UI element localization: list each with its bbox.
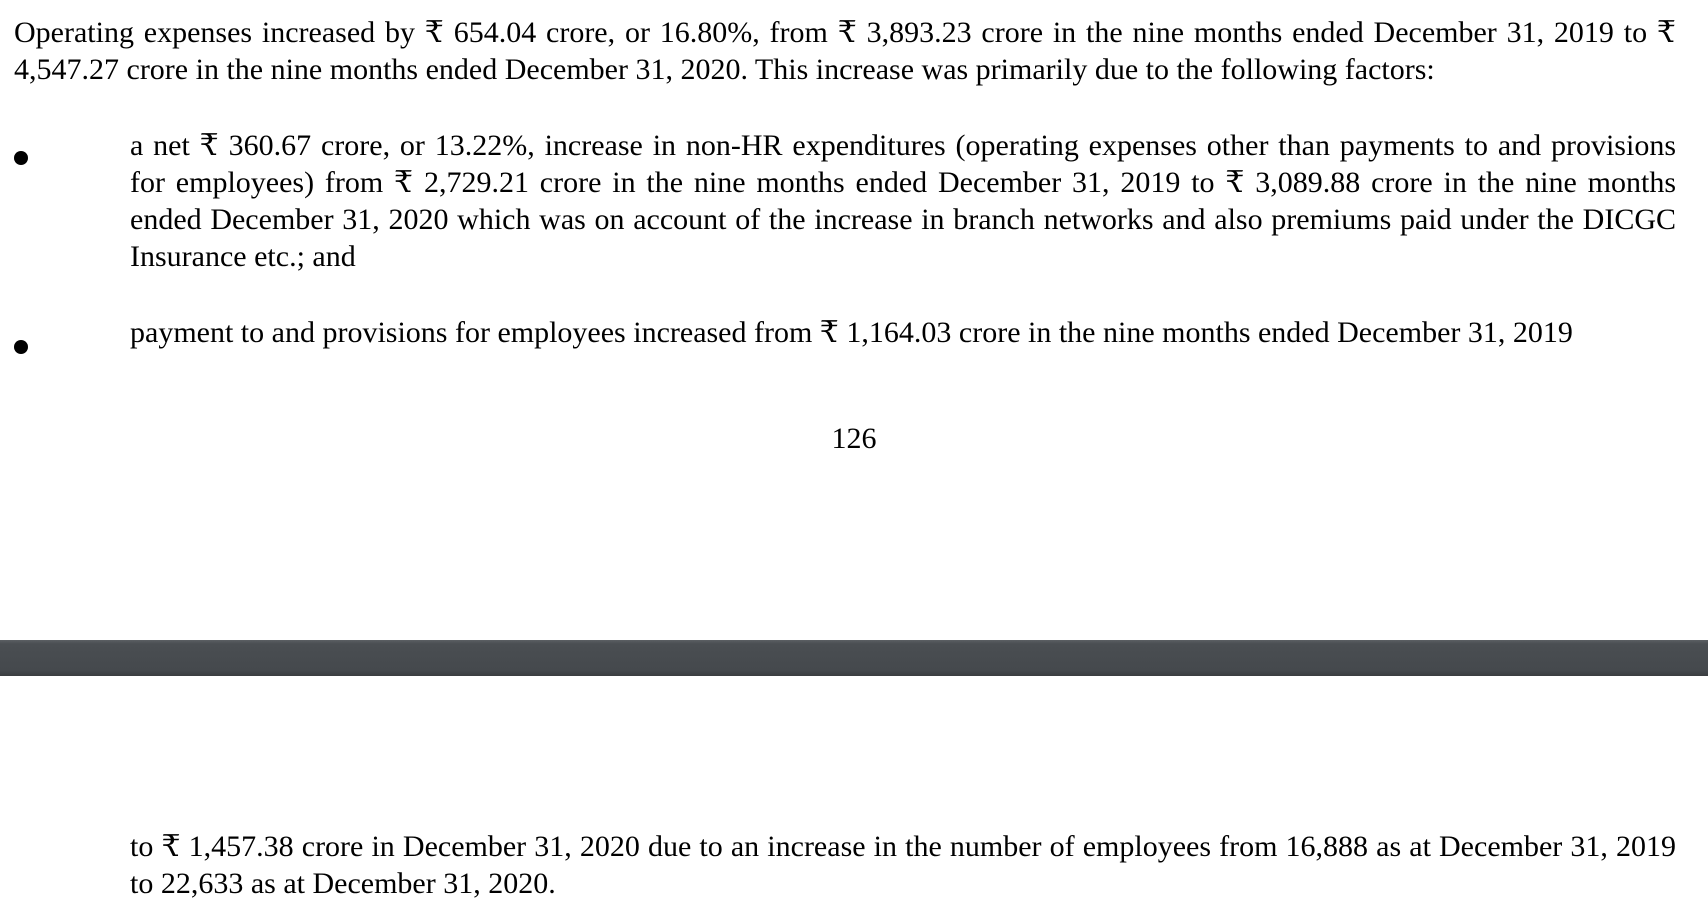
document-page-126: Operating expenses increased by ₹ 654.04… xyxy=(14,16,1676,455)
bullet-text: a net ₹ 360.67 crore, or 13.22%, increas… xyxy=(130,129,1676,273)
bullet-icon xyxy=(14,151,28,165)
intro-paragraph: Operating expenses increased by ₹ 654.04… xyxy=(14,16,1676,86)
bullet-continuation-text: to ₹ 1,457.38 crore in December 31, 2020… xyxy=(130,830,1676,900)
page-divider xyxy=(0,640,1708,676)
document-page-next: to ₹ 1,457.38 crore in December 31, 2020… xyxy=(0,676,1708,916)
bullet-icon xyxy=(14,340,28,354)
page-number: 126 xyxy=(831,422,877,455)
bullet-text: payment to and provisions for employees … xyxy=(130,316,1573,349)
